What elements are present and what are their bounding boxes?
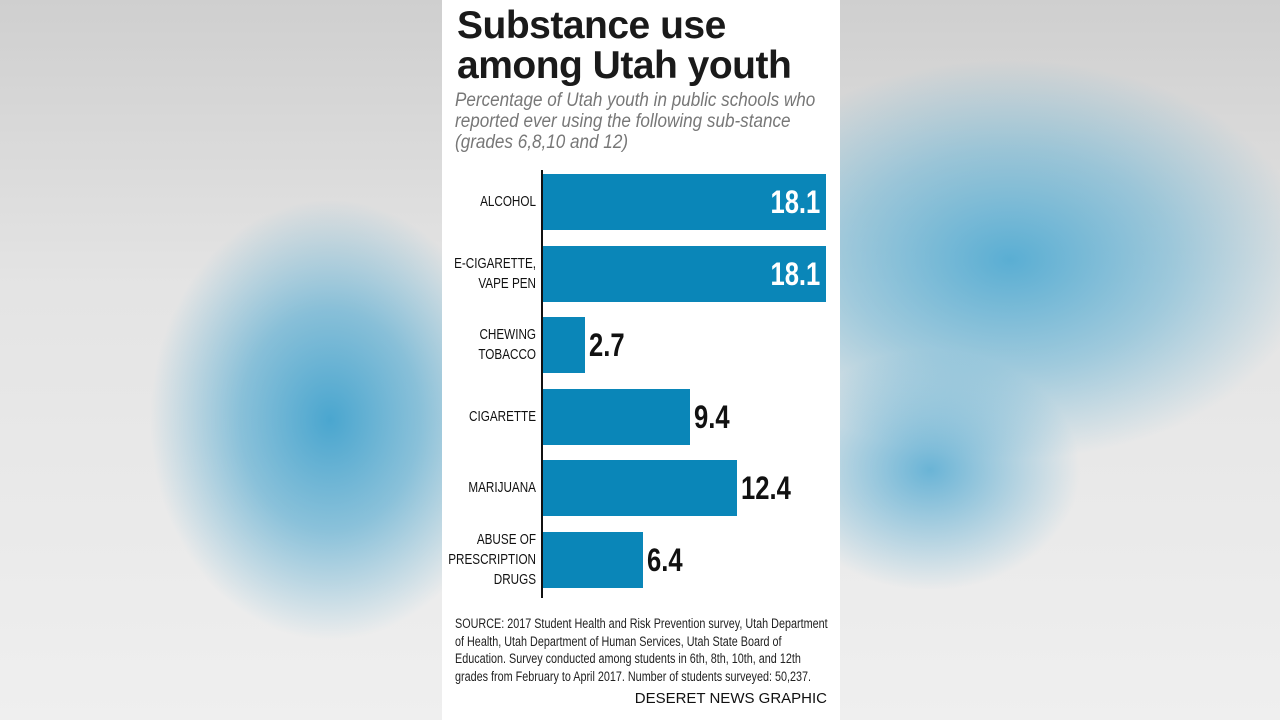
bar — [543, 532, 644, 588]
chart-title: Substance use among Utah youth — [457, 4, 792, 87]
category-label: CIGARETTE — [469, 407, 536, 425]
value-label: 2.7 — [589, 327, 625, 364]
value-label: 12.4 — [740, 470, 791, 507]
value-label: 9.4 — [693, 398, 730, 435]
category-label: ABUSE OF PRESCRIPTION DRUGS — [448, 531, 536, 588]
infographic-panel: Substance use among Utah youth Percentag… — [442, 0, 840, 720]
bar — [543, 317, 586, 374]
credit: DESERET NEWS GRAPHIC — [634, 690, 827, 707]
source-note: SOURCE: 2017 Student Health and Risk Pre… — [455, 616, 828, 684]
category-label: MARIJUANA — [468, 479, 536, 497]
value-label: 18.1 — [770, 255, 820, 292]
chart-subtitle: Percentage of Utah youth in public schoo… — [455, 90, 816, 153]
bar — [543, 245, 826, 302]
category-label: CHEWING TOBACCO — [478, 326, 536, 364]
bar — [543, 460, 737, 517]
category-label: ALCOHOL — [480, 193, 536, 210]
bar — [543, 388, 690, 445]
category-label: E-CIGARETTE, VAPE PEN — [454, 254, 536, 292]
bar — [543, 174, 826, 230]
value-label: 6.4 — [647, 542, 683, 578]
y-axis-line — [541, 170, 543, 598]
bar-chart: ALCOHOL 18.1 E-CIGARETTE, VAPE PEN 18.1 CHEW… — [442, 0, 840, 720]
value-label: 18.1 — [770, 184, 820, 220]
